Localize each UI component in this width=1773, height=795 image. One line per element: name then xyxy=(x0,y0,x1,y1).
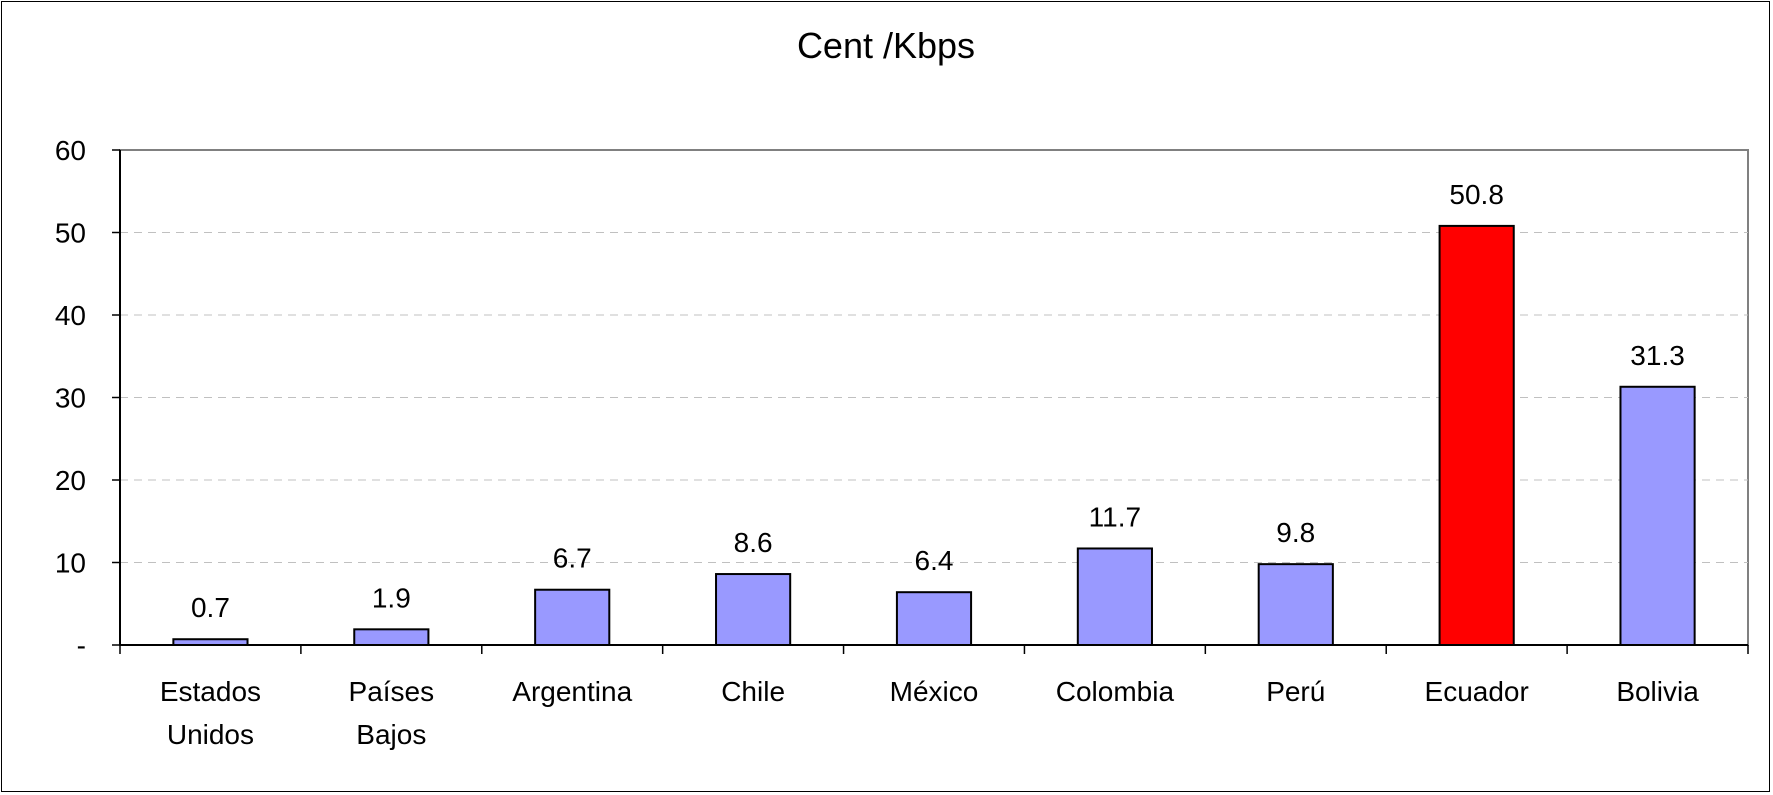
y-tick-label: - xyxy=(77,630,86,661)
x-tick-label: Ecuador xyxy=(1425,676,1529,707)
data-label: 6.7 xyxy=(553,543,592,574)
bar xyxy=(1076,547,1153,646)
bar xyxy=(715,573,792,646)
data-label: 11.7 xyxy=(1089,501,1141,532)
y-tick-label: 20 xyxy=(55,465,86,496)
y-tick-label: 60 xyxy=(55,135,86,166)
x-tick-label: Colombia xyxy=(1056,676,1175,707)
x-tick-label: Estados Unidos xyxy=(160,676,261,750)
x-tick-label: Argentina xyxy=(512,676,632,707)
y-tick-label: 50 xyxy=(55,218,86,249)
data-label: 31.3 xyxy=(1630,340,1685,371)
bar xyxy=(1438,224,1515,646)
x-tick-label: Perú xyxy=(1266,676,1325,707)
x-tick-label: Chile xyxy=(721,676,785,707)
data-label: 0.7 xyxy=(191,592,230,623)
data-label: 6.4 xyxy=(915,545,954,576)
data-label: 1.9 xyxy=(372,582,411,613)
data-label: 50.8 xyxy=(1449,179,1504,210)
data-label: 8.6 xyxy=(734,527,773,558)
bar xyxy=(534,588,611,646)
x-tick-label: México xyxy=(890,676,979,707)
y-tick-label: 30 xyxy=(55,383,86,414)
bars xyxy=(172,224,1696,647)
bar xyxy=(1257,563,1334,647)
y-tick-label: 10 xyxy=(55,548,86,579)
x-tick-label: Bolivia xyxy=(1616,676,1699,707)
labels: - 10 20 30 40 50 60 0.7 1.9 6.7 8.6 6.4 11.7 9.8 50.8 3… xyxy=(55,135,1699,750)
data-label: 9.8 xyxy=(1276,517,1315,548)
x-tick-label: Países Bajos xyxy=(349,676,435,750)
axes xyxy=(112,149,1749,654)
y-tick-label: 40 xyxy=(55,300,86,331)
bar xyxy=(353,628,430,647)
chart-title: Cent /Kbps xyxy=(797,25,975,66)
bar xyxy=(895,591,973,647)
bar xyxy=(1619,385,1696,646)
